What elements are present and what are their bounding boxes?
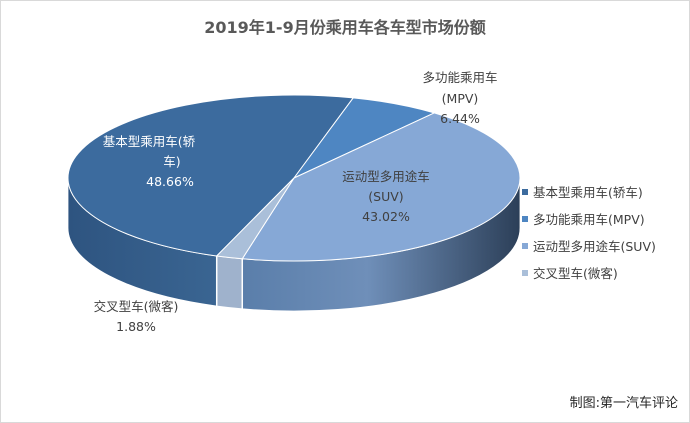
legend-item-suv: 运动型多用途车(SUV) (522, 232, 656, 259)
credit-text: 制图:第一汽车评论 (569, 396, 678, 411)
data-label-suv-line1: 运动型多用途车 (342, 169, 430, 184)
legend-label-suv: 运动型多用途车(SUV) (533, 239, 656, 254)
pie-group (67, 94, 521, 312)
legend-swatch-suv (522, 242, 528, 249)
legend-item-micro: 交叉型车(微客) (522, 259, 656, 286)
data-label-mpv-line2: (MPV) (442, 91, 479, 106)
data-label-suv-line2: (SUV) (368, 189, 403, 204)
legend-swatch-sedan (522, 188, 528, 195)
pie-slice-suv (241, 112, 521, 262)
legend-swatch-micro (522, 269, 528, 276)
pie-slice-sedan (67, 94, 355, 257)
data-label-mpv-line1: 多功能乘用车 (422, 70, 497, 85)
data-label-micro-value: 1.88% (116, 319, 156, 334)
legend-item-sedan: 基本型乘用车(轿车) (522, 178, 656, 205)
legend-label-sedan: 基本型乘用车(轿车) (533, 185, 643, 200)
legend-item-mpv: 多功能乘用车(MPV) (522, 205, 656, 232)
chart-legend: 基本型乘用车(轿车) 多功能乘用车(MPV) 运动型多用途车(SUV) 交叉型车… (522, 178, 656, 286)
data-label-mpv-value: 6.44% (440, 111, 480, 126)
data-label-sedan-line1: 基本型乘用车(轿 (103, 134, 196, 149)
legend-label-mpv: 多功能乘用车(MPV) (533, 212, 645, 227)
legend-label-micro: 交叉型车(微客) (533, 266, 618, 281)
data-label-sedan-value: 48.66% (146, 174, 194, 189)
pie-side-micro (216, 255, 243, 310)
data-label-suv-value: 43.02% (362, 209, 410, 224)
data-label-sedan-line2: 车) (163, 154, 180, 169)
legend-swatch-mpv (522, 215, 528, 222)
pie-slice-micro (215, 177, 295, 260)
chart-title: 2019年1-9月份乘用车各车型市场份额 (204, 18, 486, 37)
data-label-micro-line1: 交叉型车(微客) (94, 299, 179, 314)
